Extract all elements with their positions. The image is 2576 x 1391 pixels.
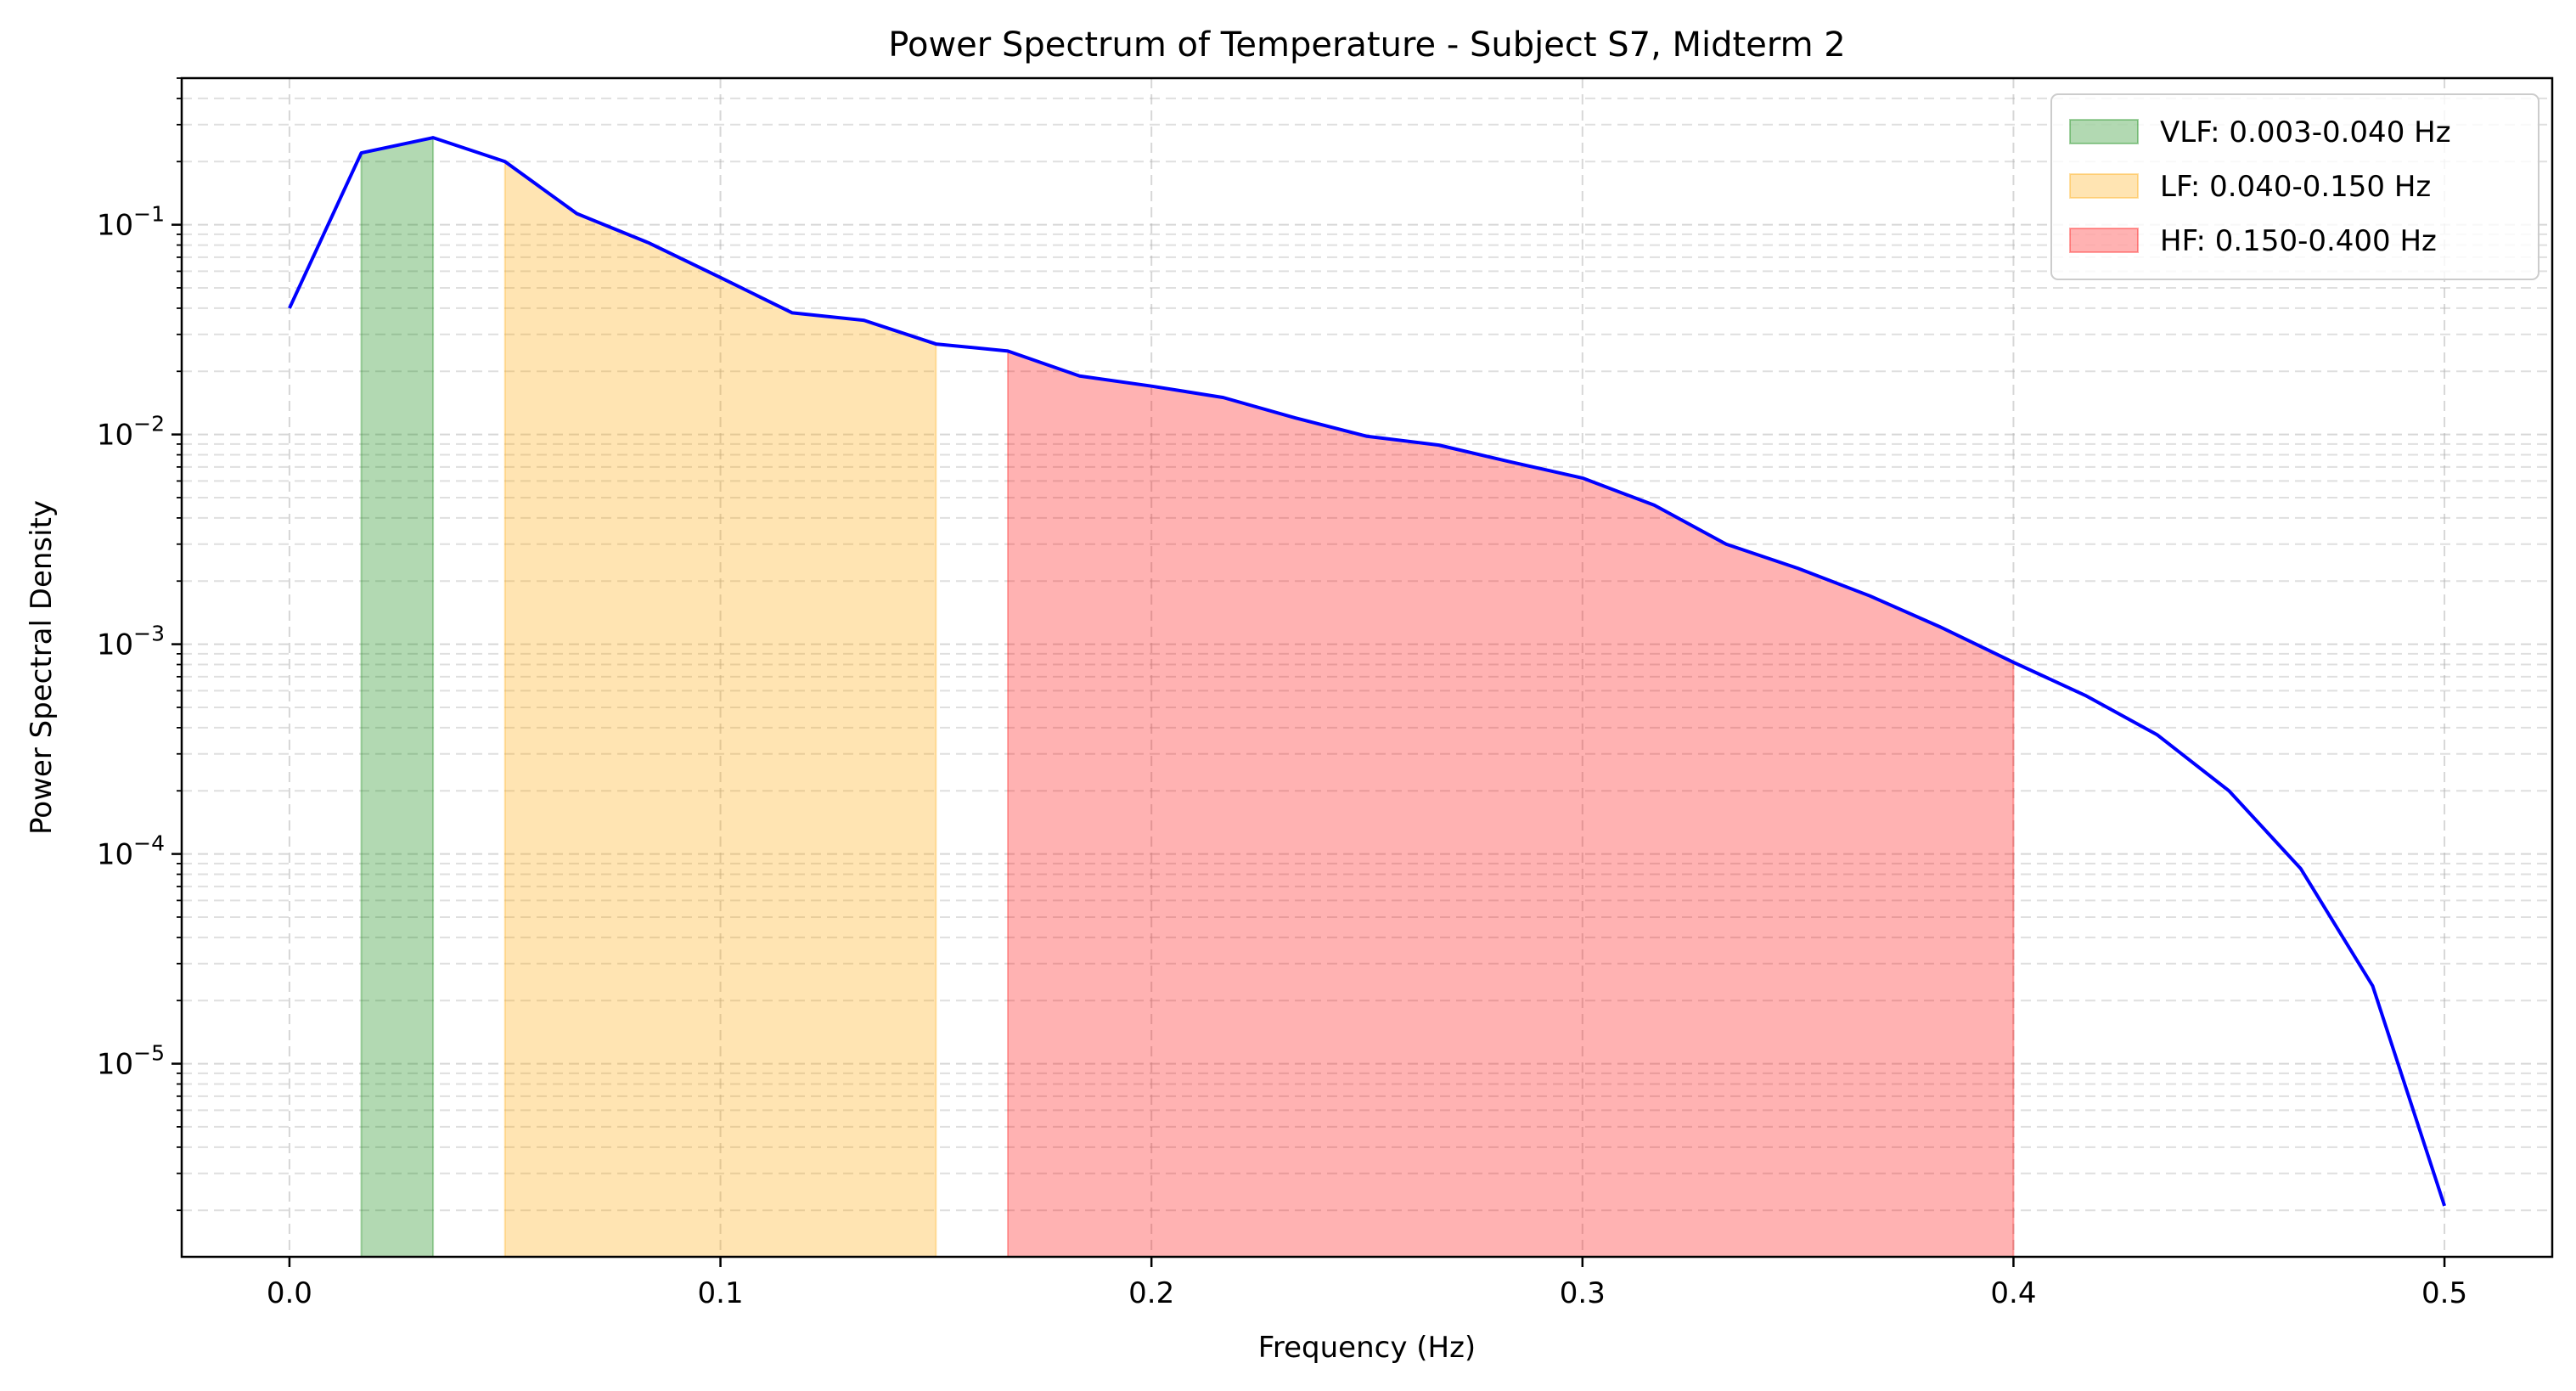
y-tick-label: 10−5 — [97, 1041, 165, 1082]
y-tick-label: 10−1 — [97, 202, 165, 243]
x-tick-label: 0.4 — [1990, 1276, 2036, 1310]
series-line — [288, 136, 2446, 1207]
x-tick-label: 0.2 — [1128, 1276, 1174, 1310]
legend-label: HF: 0.150-0.400 Hz — [2160, 224, 2437, 258]
legend-swatch — [2069, 173, 2139, 199]
x-tick-label: 0.5 — [2421, 1276, 2467, 1310]
legend-swatch — [2069, 228, 2139, 253]
legend-box — [2050, 93, 2539, 280]
legend: VLF: 0.003-0.040 Hz LF: 0.040-0.150 Hz HF:… — [2050, 93, 2539, 280]
legend-label: VLF: 0.003-0.040 Hz — [2160, 115, 2451, 149]
legend-item: LF: 0.040-0.150 Hz — [2069, 170, 2431, 204]
plot-frame — [180, 76, 2554, 1259]
legend-swatch — [2069, 119, 2139, 144]
legend-label: LF: 0.040-0.150 Hz — [2160, 170, 2431, 204]
legend-item: VLF: 0.003-0.040 Hz — [2069, 115, 2451, 149]
y-tick-label: 10−4 — [97, 831, 165, 872]
chart-title: Power Spectrum of Temperature - Subject … — [888, 25, 1845, 65]
y-axis-label: Power Spectral Density — [25, 500, 59, 835]
x-tick-label: 0.1 — [698, 1276, 744, 1310]
y-tick-label: 10−3 — [97, 622, 165, 662]
band-area — [360, 136, 435, 1258]
x-tick-label: 0.0 — [267, 1276, 312, 1310]
band-area — [503, 160, 937, 1258]
y-tick-label: 10−2 — [97, 412, 165, 453]
legend-item: HF: 0.150-0.400 Hz — [2069, 224, 2437, 258]
x-axis-label: Frequency (Hz) — [1258, 1331, 1476, 1365]
x-tick-label: 0.3 — [1560, 1276, 1606, 1310]
